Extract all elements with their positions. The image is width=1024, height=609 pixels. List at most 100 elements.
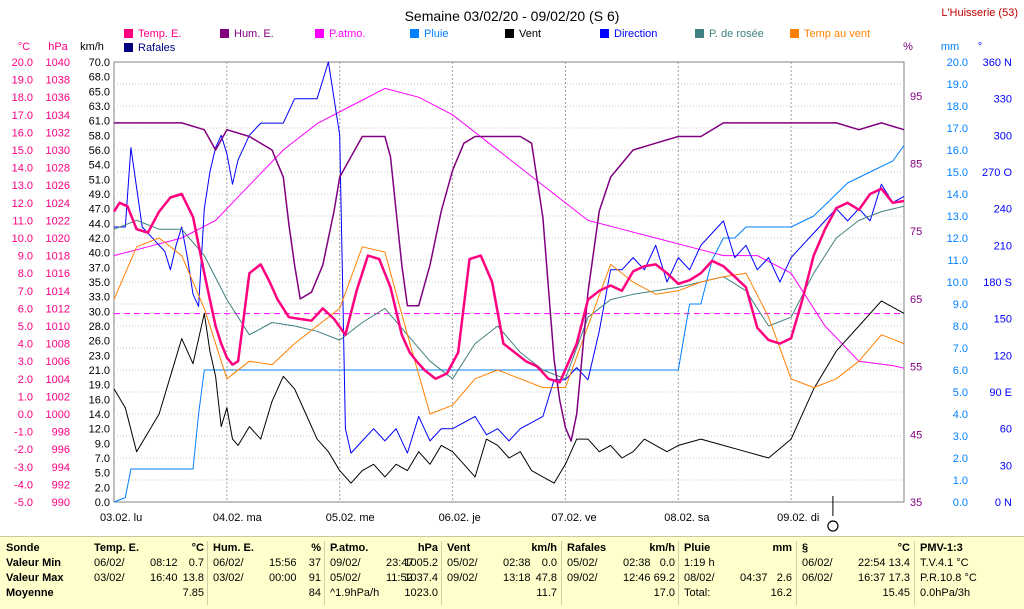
y-tick-label: 11.0 bbox=[12, 215, 33, 227]
legend-label: Pluie bbox=[424, 28, 448, 40]
stat-min-date: T.V.4.1 °C bbox=[920, 557, 969, 569]
stat-max-date: 08/02/ bbox=[684, 572, 715, 584]
x-tick-label: 06.02. je bbox=[439, 512, 481, 524]
y-tick-label: 5.0 bbox=[18, 321, 33, 333]
stat-avg-extra: Total: bbox=[684, 587, 711, 599]
stat-avg-extra: 0.0hPa/3h bbox=[920, 587, 971, 599]
stats-separator bbox=[796, 541, 797, 605]
stat-min-value: 1005.2 bbox=[404, 557, 438, 569]
y-tick-label: 26.0 bbox=[89, 336, 110, 348]
stat-title: Rafales bbox=[567, 542, 607, 554]
legend-swatch bbox=[790, 29, 799, 38]
y-tick-label: 1006 bbox=[46, 356, 70, 368]
y-tick-label: 1012 bbox=[46, 303, 70, 315]
stat-min-value: 0.0 bbox=[659, 557, 675, 569]
y-tick-label: 1036 bbox=[46, 92, 70, 104]
y-tick-label: 14.0 bbox=[12, 163, 33, 175]
station-label: L'Huisserie (53) bbox=[941, 7, 1018, 19]
y-tick-label: 95 bbox=[910, 91, 922, 103]
stat-avg-value: 7.85 bbox=[182, 587, 204, 599]
chart-series bbox=[112, 61, 905, 532]
x-tick-label: 04.02. ma bbox=[213, 512, 263, 524]
y-tick-label: 65.0 bbox=[89, 86, 110, 98]
y-tick-label: 2.0 bbox=[95, 482, 110, 494]
stat-title: Hum. E. bbox=[213, 542, 254, 554]
chart-title: Semaine 03/02/20 - 09/02/20 (S 6) bbox=[405, 8, 620, 24]
legend-label: Direction bbox=[614, 28, 657, 40]
stats-panel: Sonde Valeur Min Valeur Max Moyenne Temp… bbox=[0, 536, 1024, 609]
y-tick-label: 9.0 bbox=[95, 438, 110, 450]
stat-max-value: 2.6 bbox=[776, 572, 792, 584]
stat-min-value: 0.0 bbox=[541, 557, 557, 569]
y-tick-label: 30 bbox=[1000, 460, 1012, 472]
y-tick-label: 2.0 bbox=[953, 453, 968, 465]
y-tick-label: 8.0 bbox=[18, 268, 33, 280]
stat-avg-value: 15.45 bbox=[882, 587, 910, 599]
stat-max-date: 05/02/ bbox=[330, 572, 361, 584]
y-tick-label: 21.0 bbox=[89, 365, 110, 377]
stat-max-time: 16:40 bbox=[150, 572, 178, 584]
y-tick-label: 4.0 bbox=[18, 339, 33, 351]
stat-min-date: 05/02/ bbox=[447, 557, 478, 569]
y-tick-label: 2.0 bbox=[18, 374, 33, 386]
x-tick-label: 09.02. di bbox=[777, 512, 819, 524]
stats-column: Rafales km/h 05/02/02:38 0.0 09/02/12:46 69.2… bbox=[567, 541, 675, 607]
stat-min-date: 09/02/ bbox=[330, 557, 361, 569]
y-axis-ticks: 20.0 19.0 18.0 17.0 16.0 15.0 14.0 13.0 12.0 11.0… bbox=[12, 57, 1013, 509]
y-tick-label: 19.0 bbox=[89, 380, 110, 392]
legend-swatch bbox=[600, 29, 609, 38]
stat-title: Pluie bbox=[684, 542, 711, 554]
y-tick-label: 1030 bbox=[46, 145, 70, 157]
chart-canvas: Semaine 03/02/20 - 09/02/20 (S 6) L'Huis… bbox=[12, 7, 1018, 532]
axis-unit-label: mm bbox=[941, 41, 959, 53]
y-tick-label: 0.0 bbox=[18, 409, 33, 421]
y-tick-label: 0.0 bbox=[95, 497, 110, 509]
y-tick-label: 1010 bbox=[46, 321, 70, 333]
stat-unit: °C bbox=[191, 542, 204, 554]
y-tick-label: 15.0 bbox=[947, 167, 968, 179]
stat-min-date: 06/02/ bbox=[94, 557, 125, 569]
y-tick-label: 16.0 bbox=[12, 127, 33, 139]
stat-max-time: 12:46 bbox=[623, 572, 651, 584]
axis-units: °C hPa km/h% mm ° bbox=[18, 41, 982, 53]
y-tick-label: 990 bbox=[52, 497, 70, 509]
row-label: Sonde bbox=[6, 542, 40, 554]
y-tick-label: 14.0 bbox=[947, 189, 968, 201]
y-tick-label: -1.0 bbox=[14, 427, 33, 439]
y-tick-label: 360 N bbox=[983, 57, 1012, 69]
stat-avg-value: 1023.0 bbox=[404, 587, 438, 599]
y-tick-label: 40.0 bbox=[89, 248, 110, 260]
stat-min-time: 23:47 bbox=[386, 557, 414, 569]
stats-separator bbox=[207, 541, 208, 605]
y-tick-label: 56.0 bbox=[89, 145, 110, 157]
y-tick-label: 12.0 bbox=[89, 424, 110, 436]
stats-column: Temp. E. °C 06/02/08:12 0.7 03/02/16:40 13.8 7… bbox=[94, 541, 204, 607]
stat-min-time: 15:56 bbox=[269, 557, 297, 569]
y-tick-label: 35 bbox=[910, 497, 922, 509]
y-tick-label: 23.0 bbox=[89, 350, 110, 362]
y-tick-label: 6.0 bbox=[953, 365, 968, 377]
y-tick-label: 1.0 bbox=[18, 391, 33, 403]
legend-swatch bbox=[410, 29, 419, 38]
y-tick-label: 1018 bbox=[46, 251, 70, 263]
y-tick-label: 11.0 bbox=[947, 255, 968, 267]
stat-avg-value: 17.0 bbox=[653, 587, 675, 599]
y-tick-label: 1008 bbox=[46, 339, 70, 351]
x-tick-label: 03.02. lu bbox=[100, 512, 142, 524]
y-tick-label: 330 bbox=[994, 94, 1012, 106]
legend-swatch bbox=[220, 29, 229, 38]
y-tick-label: 996 bbox=[52, 444, 70, 456]
y-tick-label: 1026 bbox=[46, 180, 70, 192]
y-tick-label: 5.0 bbox=[953, 387, 968, 399]
axis-unit-label: % bbox=[903, 41, 913, 53]
y-tick-label: 42.0 bbox=[89, 233, 110, 245]
y-tick-label: 1032 bbox=[46, 127, 70, 139]
y-tick-label: 85 bbox=[910, 159, 922, 171]
stats-row-labels: Sonde Valeur Min Valeur Max Moyenne bbox=[6, 541, 84, 607]
stat-max-time: 13:18 bbox=[503, 572, 531, 584]
series-line bbox=[114, 61, 905, 454]
y-tick-label: 1038 bbox=[46, 75, 70, 87]
stat-title: Vent bbox=[447, 542, 471, 554]
y-tick-label: 150 bbox=[994, 314, 1012, 326]
legend-swatch bbox=[315, 29, 324, 38]
